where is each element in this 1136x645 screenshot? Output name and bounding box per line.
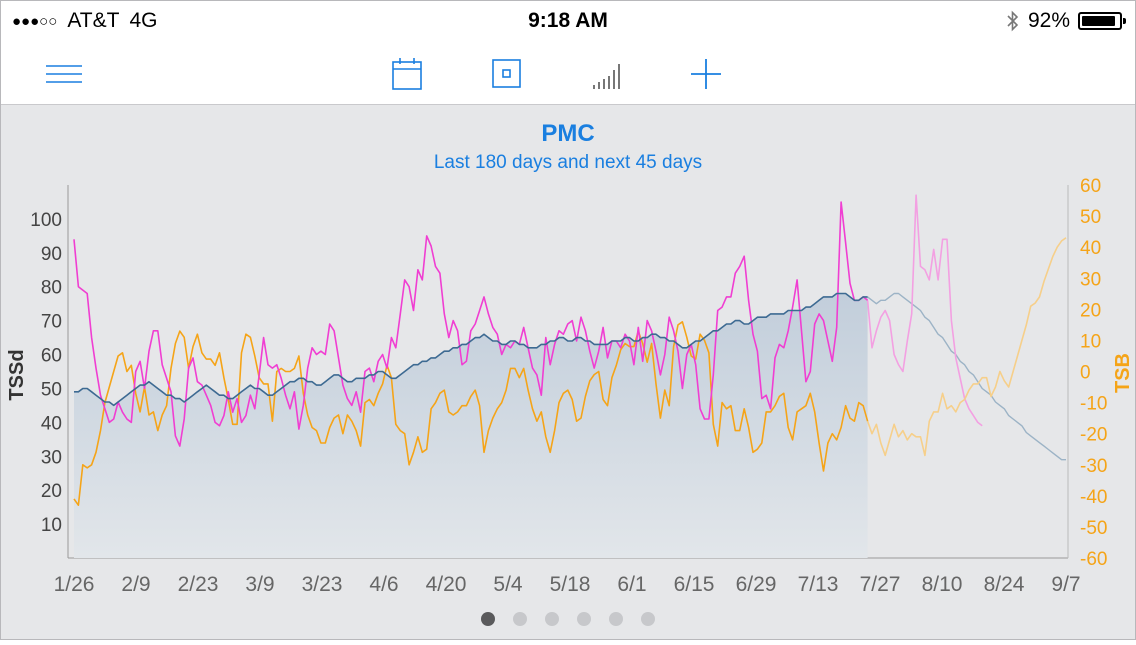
y-axis-label: TSSd: [6, 349, 28, 400]
signal-strength-icon: ●●●○○: [12, 12, 58, 30]
y-tick-label: 60: [41, 346, 62, 367]
x-tick-label: 5/4: [493, 573, 523, 596]
chart-subtitle: Last 180 days and next 45 days: [434, 152, 702, 173]
status-time: 9:18 AM: [528, 9, 608, 32]
page-dot[interactable]: [545, 612, 559, 626]
calendar-icon[interactable]: [390, 56, 426, 92]
pmc-chart[interactable]: PMC Last 180 days and next 45 days 10 20 3…: [0, 105, 1136, 640]
bluetooth-icon: [1007, 10, 1019, 32]
status-bar: ●●●○○ AT&T 4G 9:18 AM 92%: [0, 0, 1136, 42]
page-dot[interactable]: [513, 612, 527, 626]
chart-title: PMC: [541, 120, 594, 147]
y2-axis-label: TSB: [1112, 353, 1134, 393]
carrier-name: AT&T: [67, 9, 120, 32]
battery-fill: [1082, 16, 1116, 26]
status-left: ●●●○○ AT&T 4G: [12, 9, 157, 33]
x-tick-label: 4/20: [426, 573, 467, 596]
x-tick-label: 7/27: [860, 573, 901, 596]
ctl-area: [74, 293, 868, 558]
y2-tick-label: 40: [1080, 238, 1101, 259]
status-right: 92%: [1006, 9, 1126, 33]
x-tick-label: 6/29: [736, 573, 777, 596]
y2-tick-label: 50: [1080, 207, 1101, 228]
x-tick-label: 3/23: [302, 573, 343, 596]
page-indicator[interactable]: [0, 612, 1136, 626]
y-tick-label: 90: [41, 244, 62, 265]
tsb-line: [73, 321, 869, 506]
y2-tick-label: -10: [1080, 394, 1107, 415]
y2-tick-label: -60: [1080, 549, 1107, 570]
x-tick-label: 6/1: [617, 573, 646, 596]
x-tick-label: 9/7: [1051, 573, 1080, 596]
x-tick-label: 2/23: [178, 573, 219, 596]
y2-tick-label: 20: [1080, 300, 1101, 321]
atl-line: [73, 201, 869, 447]
page-dot[interactable]: [641, 612, 655, 626]
x-tick-label: 6/15: [674, 573, 715, 596]
y2-tick-label: 30: [1080, 269, 1101, 290]
y-tick-label: 40: [41, 413, 62, 434]
ctl-line: [74, 292, 868, 407]
y-tick-label: 20: [41, 481, 62, 502]
y-tick-label: 100: [30, 210, 62, 231]
x-tick-label: 8/10: [922, 573, 963, 596]
page-dot[interactable]: [609, 612, 623, 626]
x-tick-label: 8/24: [984, 573, 1025, 596]
atl-projection-line: [866, 194, 983, 427]
y2-tick-label: -30: [1080, 456, 1107, 477]
y2-tick-label: 10: [1080, 331, 1101, 352]
y-tick-label: 80: [41, 278, 62, 299]
x-tick-label: 7/13: [798, 573, 839, 596]
menu-icon[interactable]: [46, 56, 82, 92]
tsb-projection-line: [866, 237, 1067, 457]
y-tick-label: 70: [41, 312, 62, 333]
y2-tick-label: -50: [1080, 518, 1107, 539]
network-type: 4G: [129, 9, 158, 32]
y2-tick-label: -40: [1080, 487, 1107, 508]
toolbar: [0, 42, 1136, 105]
y-tick-label: 50: [41, 379, 62, 400]
x-tick-label: 2/9: [121, 573, 150, 596]
battery-icon: [1078, 12, 1126, 30]
plus-icon[interactable]: [688, 56, 724, 92]
x-tick-label: 5/18: [550, 573, 591, 596]
x-tick-label: 3/9: [245, 573, 274, 596]
chart-panel: PMC Last 180 days and next 45 days 10 20 3…: [0, 105, 1136, 640]
y2-tick-label: 60: [1080, 176, 1101, 197]
bars-icon[interactable]: [590, 56, 626, 92]
y-tick-label: 10: [41, 515, 62, 536]
y2-tick-label: -20: [1080, 425, 1107, 446]
y-tick-label: 30: [41, 447, 62, 468]
ctl-projection-line: [867, 292, 1066, 461]
page-dot[interactable]: [481, 612, 495, 626]
battery-percent: 92%: [1027, 9, 1070, 32]
x-tick-label: 4/6: [369, 573, 398, 596]
page-dot[interactable]: [577, 612, 591, 626]
y2-tick-label: 0: [1080, 363, 1091, 384]
square-icon[interactable]: [490, 56, 526, 92]
x-tick-label: 1/26: [54, 573, 95, 596]
